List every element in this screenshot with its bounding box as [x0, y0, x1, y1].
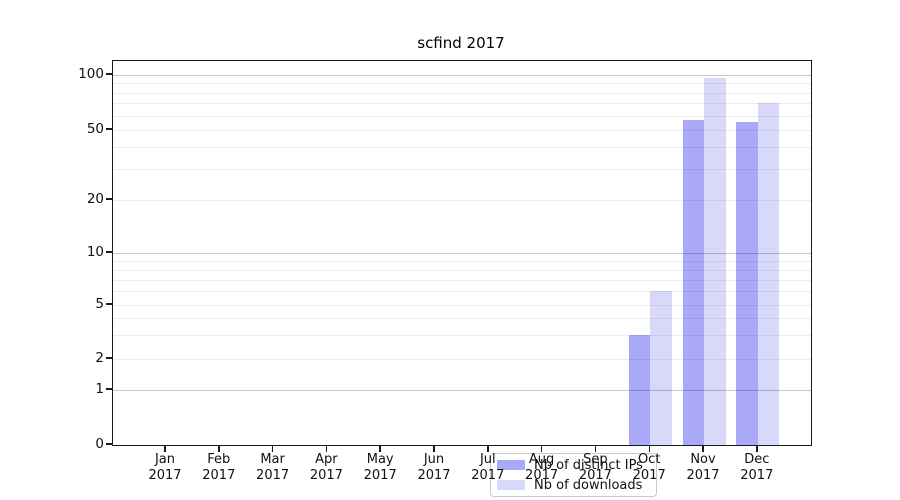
x-tick-mark-dec: [756, 445, 758, 452]
legend-label-downloads: Nb of downloads: [534, 477, 643, 493]
x-tick-label-jan: Jan 2017: [133, 452, 197, 484]
y-gridline-major-1: [113, 390, 811, 391]
bar-oct-downloads: [650, 291, 672, 445]
y-tick-mark-50: [106, 128, 112, 130]
y-gridline-minor-3: [113, 335, 811, 337]
x-tick-year: 2017: [740, 468, 774, 483]
y-gridline-minor-4: [113, 318, 811, 320]
x-tick-mark-jul: [487, 445, 489, 452]
y-tick-label-1: 1: [95, 381, 104, 397]
x-tick-year: 2017: [256, 468, 290, 483]
legend-swatch-distinct-ips: [497, 460, 525, 470]
x-tick-year: 2017: [632, 468, 666, 483]
legend-label-distinct-ips: Nb of distinct IPs: [534, 457, 643, 473]
x-tick-month: Apr: [315, 452, 338, 467]
x-tick-label-dec: Dec 2017: [725, 452, 789, 484]
y-tick-label-100: 100: [78, 66, 104, 82]
x-tick-year: 2017: [148, 468, 182, 483]
bar-oct-distinct-ips: [628, 335, 651, 445]
x-tick-label-sep: Sep 2017: [563, 452, 627, 484]
y-gridline-minor-9: [113, 260, 811, 262]
y-tick-mark-5: [106, 303, 112, 305]
y-gridline-minor-80: [113, 92, 811, 94]
legend: Nb of distinct IPs Nb of downloads: [490, 453, 657, 497]
bar-nov-downloads: [704, 78, 726, 445]
x-tick-mark-jan: [164, 445, 166, 452]
bar-nov-distinct-ips: [682, 119, 704, 445]
x-tick-mark-aug: [540, 445, 543, 452]
y-gridline-minor-20: [113, 200, 811, 201]
legend-item-distinct-ips: Nb of distinct IPs: [497, 457, 650, 474]
x-tick-year: 2017: [686, 468, 720, 483]
y-tick-mark-100: [106, 73, 112, 75]
bar-dec-distinct-ips: [736, 122, 758, 445]
y-gridline-minor-8: [113, 269, 811, 271]
y-gridline-minor-50: [113, 130, 811, 131]
y-gridline-minor-40: [113, 147, 811, 148]
x-tick-year: 2017: [363, 468, 397, 483]
x-tick-label-nov: Nov 2017: [671, 452, 735, 484]
x-tick-label-feb: Feb 2017: [187, 452, 251, 484]
x-tick-year: 2017: [471, 468, 505, 483]
y-gridline-major-100: [113, 75, 811, 76]
y-gridline-minor-2: [113, 359, 811, 360]
x-tick-label-oct: Oct 2017: [617, 452, 681, 484]
x-tick-year: 2017: [525, 468, 559, 483]
y-gridline-major-10: [113, 253, 811, 254]
chart-title: scfind 2017: [417, 34, 505, 52]
y-gridline-minor-60: [113, 115, 811, 117]
x-tick-month: Mar: [260, 452, 285, 467]
y-tick-label-0: 0: [95, 436, 104, 452]
plot-area: Nb of distinct IPs Nb of downloads: [112, 60, 812, 497]
x-tick-month: Jun: [423, 452, 445, 467]
y-gridline-minor-90: [113, 83, 811, 85]
y-tick-mark-10: [106, 251, 112, 253]
x-tick-mark-sep: [594, 445, 597, 452]
y-tick-label-20: 20: [86, 191, 104, 207]
x-tick-label-jun: Jun 2017: [402, 452, 466, 484]
x-tick-month: Jul: [479, 452, 496, 467]
y-tick-mark-1: [106, 388, 112, 390]
x-tick-mark-mar: [271, 445, 274, 452]
x-tick-month: Aug: [528, 452, 555, 467]
x-tick-month: Jan: [154, 452, 176, 467]
x-tick-month: Dec: [744, 452, 770, 467]
x-tick-mark-nov: [702, 445, 704, 452]
y-tick-mark-0: [106, 443, 112, 445]
x-tick-mark-feb: [218, 445, 220, 452]
x-tick-mark-jun: [433, 445, 435, 452]
x-tick-year: 2017: [202, 468, 236, 483]
y-gridline-minor-6: [113, 291, 811, 293]
x-tick-mark-apr: [325, 445, 328, 452]
x-tick-year: 2017: [578, 468, 612, 483]
y-gridline-minor-7: [113, 279, 811, 281]
y-gridline-minor-5: [113, 305, 811, 306]
x-tick-year: 2017: [417, 468, 451, 483]
x-tick-month: Nov: [690, 452, 716, 467]
legend-item-downloads: Nb of downloads: [497, 477, 650, 494]
legend-swatch-downloads: [497, 480, 525, 490]
y-gridline-minor-70: [113, 103, 811, 105]
x-tick-month: Feb: [207, 452, 231, 467]
x-tick-month: Sep: [583, 452, 608, 467]
x-tick-label-apr: Apr 2017: [294, 452, 358, 484]
y-tick-mark-2: [106, 357, 112, 359]
y-tick-label-10: 10: [86, 244, 104, 260]
x-tick-month: Oct: [637, 452, 661, 467]
x-tick-label-aug: Aug 2017: [510, 452, 574, 484]
x-tick-mark-may: [379, 445, 381, 452]
x-tick-label-mar: Mar 2017: [241, 452, 305, 484]
y-tick-label-50: 50: [86, 121, 104, 137]
x-tick-label-jul: Jul 2017: [456, 452, 520, 484]
x-tick-month: May: [366, 452, 394, 467]
x-tick-year: 2017: [309, 468, 343, 483]
x-tick-mark-oct: [648, 445, 650, 452]
y-tick-label-2: 2: [95, 350, 104, 366]
y-tick-label-5: 5: [95, 296, 104, 312]
y-tick-mark-20: [106, 198, 112, 200]
bar-dec-downloads: [757, 103, 780, 445]
x-tick-label-may: May 2017: [348, 452, 412, 484]
y-gridline-minor-30: [113, 169, 811, 170]
